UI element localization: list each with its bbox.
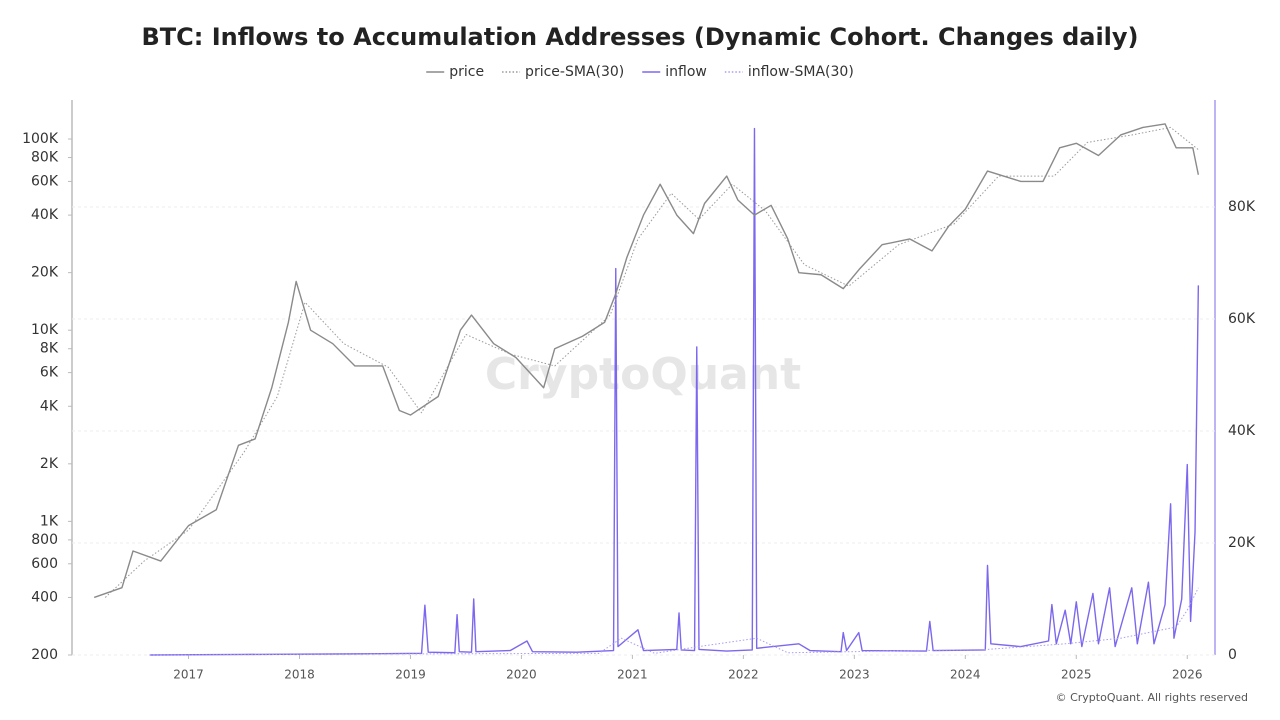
series-line [149,127,1200,656]
x-tick-label: 2017 [173,668,204,682]
y-tick-label: 20K [31,265,59,281]
x-tick-label: 2021 [617,668,648,682]
x-tick-label: 2019 [395,668,426,682]
x-tick-label: 2026 [1172,668,1203,682]
x-tick-label: 2024 [950,668,981,682]
x-tick-label: 2018 [284,668,315,682]
y-tick-label: 4K [40,398,59,414]
series-line [149,587,1199,656]
x-tick-label: 2025 [1061,668,1092,682]
y-tick-label: 1K [40,513,59,529]
legend: price price-SMA(30) inflow inflow-SMA(30) [426,64,854,80]
watermark: CryptoQuant [485,349,801,400]
y-tick-label: 400 [31,589,58,605]
legend-label: inflow [665,64,707,80]
y2-tick-label: 20K [1228,535,1256,551]
legend-label: price [449,64,484,80]
y-tick-label: 600 [31,556,58,572]
series-line [93,123,1200,599]
y-tick-label: 60K [31,173,59,189]
y-tick-label: 10K [31,322,59,338]
y-tick-label: 2K [40,456,59,472]
legend-label: price-SMA(30) [525,64,624,80]
y-tick-label: 100K [22,131,59,147]
y-tick-label: 40K [31,207,59,223]
y2-tick-label: 40K [1228,423,1256,439]
legend-label: inflow-SMA(30) [748,64,854,80]
x-tick-label: 2020 [506,668,537,682]
x-tick-label: 2023 [839,668,870,682]
x-tick-label: 2022 [728,668,759,682]
source-note: © CryptoQuant. All rights reserved [1056,691,1248,704]
y-tick-label: 80K [31,150,59,166]
y-tick-label: 200 [31,647,58,663]
y2-tick-label: 60K [1228,311,1256,327]
y2-tick-label: 0 [1228,647,1237,663]
y2-tick-label: 80K [1228,199,1256,215]
chart-title: BTC: Inflows to Accumulation Addresses (… [141,23,1138,51]
y-tick-label: 6K [40,365,59,381]
y-tick-label: 8K [40,341,59,357]
y-tick-label: 800 [31,532,58,548]
